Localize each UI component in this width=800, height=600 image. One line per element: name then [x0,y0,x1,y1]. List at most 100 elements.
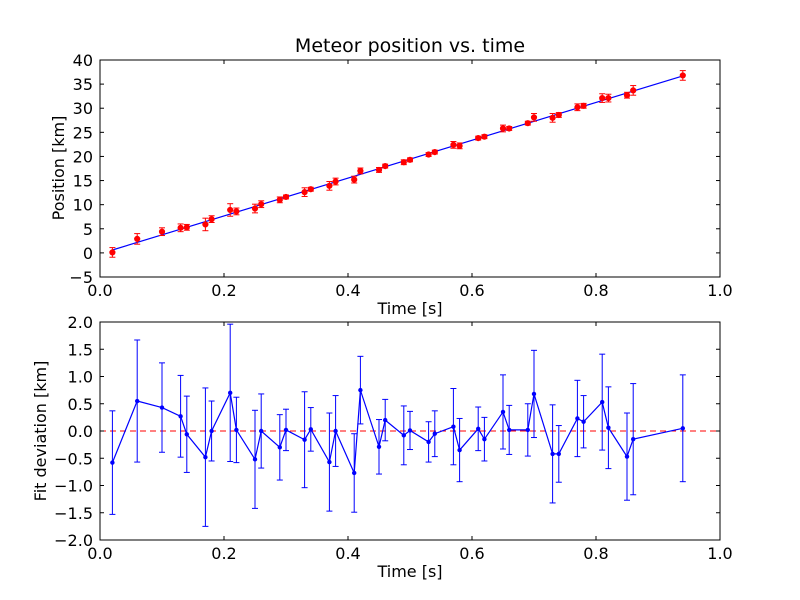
deviation-y-tick-label: 0.0 [68,422,93,441]
position-y-tick-label: 5 [83,220,93,239]
position-point [400,159,407,166]
position-x-tick-label: 0.8 [583,281,608,300]
deviation-x-tick-label: 0.4 [335,544,360,563]
position-point [307,186,314,193]
deviation-point [401,433,406,438]
position-y-tick-label: 30 [73,99,93,118]
deviation-x-tick-label: 0.0 [87,544,112,563]
deviation-y-axis-label: Fit deviation [km] [31,361,50,502]
deviation-x-axis-label: Time [s] [376,562,442,581]
position-point [499,125,507,132]
position-x-tick-label: 0.6 [459,281,484,300]
deviation-point [531,391,537,397]
position-y-tick-label: 35 [73,75,93,94]
deviation-x-tick-label: 0.2 [211,544,236,563]
position-point [357,167,364,175]
deviation-point [228,390,233,396]
deviation-point [426,439,431,445]
deviation-point [600,399,605,405]
position-y-tick-label: 25 [73,123,93,142]
deviation-point [184,432,189,437]
deviation-point [327,459,332,465]
deviation-point [550,451,555,457]
deviation-point [302,437,307,442]
deviation-point [525,427,530,433]
position-x-ticks: 0.0 0.2 0.4 0.6 0.8 1.0 [87,60,733,300]
position-x-axis-label: Time [s] [376,299,442,318]
deviation-point [556,451,561,457]
position-point [599,94,606,102]
position-y-axis-label: Position [km] [49,116,68,221]
position-point [233,208,240,215]
deviation-x-tick-label: 0.8 [583,544,608,563]
position-y-tick-label: −5 [69,268,93,287]
deviation-point [159,405,165,410]
deviation-y-tick-label: 1.5 [68,340,93,359]
position-point [481,133,488,140]
deviation-point [482,436,487,442]
deviation-point [259,428,264,434]
deviation-point [308,427,313,432]
position-point [183,224,190,231]
position-point [475,135,482,142]
deviation-point [476,426,481,432]
position-point [580,102,587,109]
position-point [351,176,358,183]
position-point [202,221,209,228]
deviation-point [432,431,437,436]
position-point [158,228,166,235]
deviation-point [680,426,685,431]
position-y-tick-label: 15 [73,172,93,191]
position-point [530,114,538,121]
deviation-y-tick-label: −1.0 [54,477,93,496]
position-plot-frame [99,59,721,278]
position-point [549,114,556,121]
position-point [177,224,184,231]
position-point [227,206,234,214]
deviation-point [500,409,506,415]
position-point [332,178,339,185]
position-point [301,189,308,196]
deviation-y-tick-label: −2.0 [54,531,93,550]
deviation-y-tick-label: 2.0 [68,313,93,332]
deviation-point [352,470,357,476]
deviation-point [631,436,636,442]
position-y-tick-label: 10 [73,196,93,215]
deviation-point [606,425,611,430]
position-point [109,249,116,256]
position-x-tick-label: 0.4 [335,281,360,300]
deviation-x-tick-label: 0.6 [459,544,484,563]
deviation-point [135,398,140,404]
deviation-point [178,414,183,419]
deviation-y-tick-label: −1.5 [54,504,93,523]
deviation-point [457,447,462,453]
position-point [258,201,265,208]
deviation-y-tick-label: −0.5 [54,449,93,468]
deviation-line [111,389,683,474]
deviation-point [358,387,363,393]
deviation-point [507,427,512,433]
fit-line [112,75,683,251]
position-y-tick-label: 40 [73,51,93,70]
deviation-x-ticks: 0.0 0.2 0.4 0.6 0.8 1.0 [87,322,733,563]
position-point [574,104,581,111]
position-point [276,196,283,203]
deviation-point [383,417,388,423]
position-point [623,92,631,99]
deviation-point [581,419,586,424]
position-y-tick-label: 20 [73,147,93,166]
position-point [630,87,637,94]
deviation-y-ticks: −2.0 −1.5 −1.0 −0.5 0.0 0.5 1.0 1.5 2.0 [54,313,720,550]
position-point [605,94,612,102]
deviation-point [110,460,115,465]
deviation-point [451,424,456,429]
position-y-tick-label: 0 [83,244,93,263]
position-point [406,156,414,163]
position-point [134,235,141,243]
position-point [679,72,686,79]
position-point [251,205,259,212]
position-x-tick-label: 0.0 [87,281,112,300]
deviation-y-tick-label: 0.5 [68,395,93,414]
